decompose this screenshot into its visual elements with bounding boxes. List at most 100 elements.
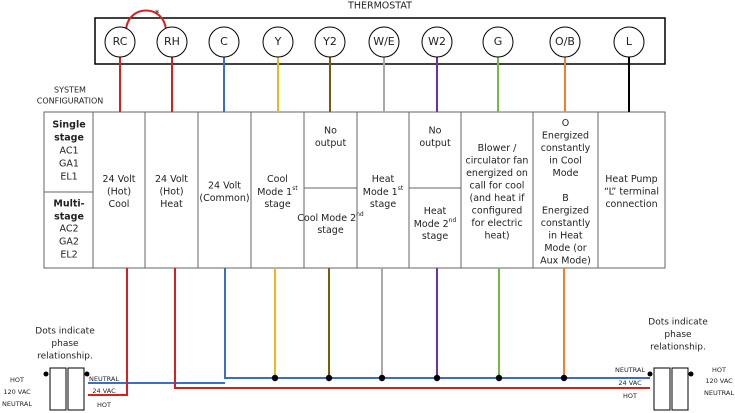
jumper — [125, 9, 167, 31]
function-text-sup: st — [398, 185, 404, 192]
terminal-label: Y — [274, 35, 282, 48]
primary-label: HOT — [10, 376, 24, 384]
config-title: Multi- — [53, 199, 84, 210]
function-text: B — [562, 193, 569, 204]
function-text: Mode (or — [544, 243, 586, 254]
function-text: 24 Volt — [208, 180, 241, 191]
primary-label: NEUTRAL — [704, 389, 734, 397]
function-text: (and heat if — [469, 193, 525, 204]
function-text: constantly — [541, 143, 591, 154]
config-model: GA1 — [59, 159, 79, 170]
config-model: AC2 — [59, 224, 78, 235]
function-text: Cool Mode 2nd — [297, 211, 364, 224]
config-model: EL2 — [60, 250, 77, 261]
phase-note: relationship. — [650, 343, 706, 353]
function-text: stage — [264, 199, 291, 210]
terminal — [613, 26, 645, 58]
junction-dot — [271, 374, 279, 382]
primary-label: NEUTRAL — [2, 400, 32, 408]
phase-note: phase — [51, 339, 79, 349]
secondary-label: 24 VAC — [618, 379, 642, 387]
terminal — [368, 26, 400, 58]
config-model: EL1 — [60, 172, 77, 183]
function-text: circulator fan — [466, 155, 529, 166]
function-text: call for cool — [470, 180, 525, 191]
terminal — [156, 26, 188, 58]
function-text: stage — [317, 225, 344, 236]
function-text-part: Cool Mode 2 — [297, 212, 356, 223]
function-text: “L” terminal — [604, 187, 659, 198]
config-label: SYSTEM — [54, 86, 86, 95]
secondary-label: NEUTRAL — [89, 375, 119, 383]
function-text-part: Mode 1 — [257, 187, 292, 198]
terminal — [262, 26, 294, 58]
function-text: output — [419, 138, 451, 149]
function-text: output — [315, 138, 347, 149]
function-text: (Hot) — [159, 187, 183, 198]
config-model: GA2 — [59, 237, 79, 248]
diagram-layer: RC RH C Y Y2 W/E W2 G O/B L Single stage AC1 GA1 EL1 Mu… — [2, 9, 734, 411]
terminal — [104, 26, 136, 58]
terminal-label: W/E — [373, 35, 395, 48]
function-text: Heat — [372, 174, 395, 185]
phase-dot — [647, 371, 653, 377]
function-text: Mode 2nd — [414, 217, 457, 230]
function-text: Mode 1st — [363, 185, 404, 198]
function-text-part: Mode 2 — [414, 219, 449, 230]
junction-dot — [378, 374, 386, 382]
primary-label: 120 VAC — [3, 388, 31, 396]
function-text: Aux Mode) — [540, 255, 591, 266]
secondary-label: 24 VAC — [92, 387, 116, 395]
function-text: for electric — [471, 218, 522, 229]
junction-dot — [325, 374, 333, 382]
function-text: Energized — [542, 130, 589, 141]
config-title: stage — [54, 212, 84, 223]
phase-dot — [84, 371, 90, 377]
config-title: Single — [52, 120, 85, 131]
terminal — [482, 26, 514, 58]
config-title: stage — [54, 133, 84, 144]
junction-dot — [495, 374, 503, 382]
phase-dot — [43, 371, 49, 377]
secondary-label: HOT — [97, 401, 111, 409]
terminal-label: G — [494, 35, 503, 48]
phase-note: relationship. — [37, 352, 93, 362]
phase-note: phase — [664, 330, 692, 340]
function-text: (Common) — [199, 193, 249, 204]
function-text: heat) — [484, 230, 509, 241]
function-text: connection — [605, 199, 657, 210]
function-text: (Hot) — [107, 187, 131, 198]
wire — [174, 268, 650, 389]
transformer-coil — [49, 367, 67, 411]
function-text: Mode — [553, 168, 579, 179]
function-text: 24 Volt — [155, 174, 188, 185]
junction-dot — [560, 374, 568, 382]
function-text: Heat — [160, 199, 183, 210]
function-text: O — [562, 118, 569, 129]
function-text: configured — [472, 205, 523, 216]
wire — [88, 268, 650, 384]
wire — [88, 268, 128, 396]
terminal — [208, 26, 240, 58]
terminal-label: RC — [113, 35, 128, 48]
terminal-label: C — [220, 35, 228, 48]
function-text: No — [324, 125, 337, 136]
function-text: in Cool — [549, 155, 582, 166]
terminal-label: RH — [164, 35, 180, 48]
config-label: CONFIGURATION — [37, 97, 104, 106]
function-text: constantly — [541, 218, 591, 229]
phase-note: Dots indicate — [35, 327, 95, 337]
function-text-sup: st — [292, 185, 298, 192]
config-model: AC1 — [59, 146, 78, 157]
secondary-label: HOT — [623, 392, 637, 400]
function-text: Heat Pump — [605, 174, 657, 185]
function-text: stage — [370, 199, 397, 210]
function-text: Cool — [267, 174, 288, 185]
transformer-coil — [653, 367, 671, 411]
function-text: stage — [422, 231, 449, 242]
function-text: in Heat — [548, 230, 582, 241]
terminal-label: W2 — [428, 35, 446, 48]
function-text: energized on — [466, 168, 528, 179]
junction-dot — [433, 374, 441, 382]
